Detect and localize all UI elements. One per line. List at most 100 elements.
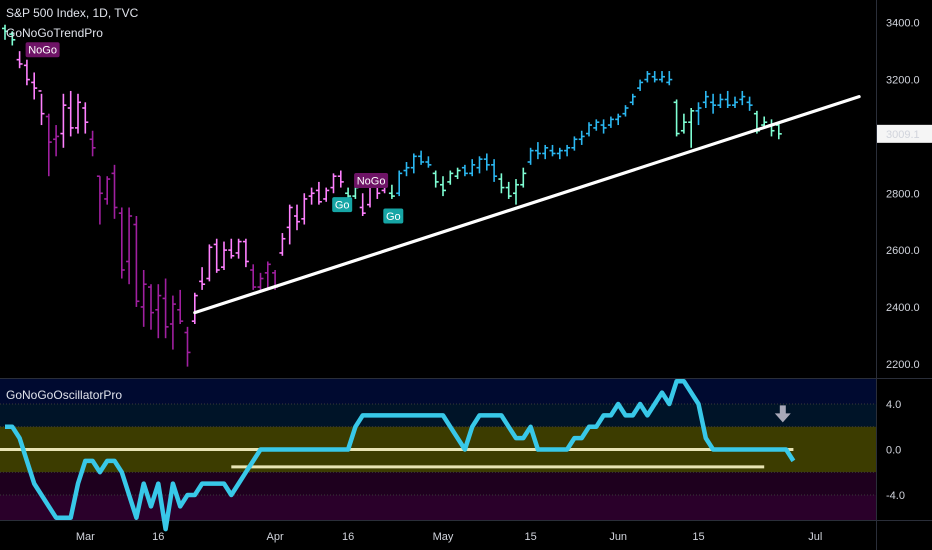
ohlc-bar [505, 181, 512, 199]
ohlc-bar [242, 238, 249, 268]
trendline[interactable] [193, 95, 861, 315]
ohlc-bar [688, 108, 695, 148]
ohlc-bar [104, 176, 111, 205]
ohlc-bar [184, 326, 191, 367]
ohlc-bar [666, 71, 673, 86]
ohlc-bar [739, 90, 746, 106]
ohlc-bar [447, 170, 454, 185]
oscillator-tick-label: 0.0 [886, 445, 901, 457]
ohlc-bar [221, 241, 227, 270]
ohlc-bar [53, 125, 60, 157]
go-badge [332, 197, 353, 213]
ohlc-bar [23, 59, 30, 86]
ohlc-bar [542, 144, 549, 160]
oscillator-tick-label: 4.0 [886, 399, 901, 411]
ohlc-bar [695, 102, 702, 126]
ohlc-bar [16, 51, 23, 69]
ohlc-bar [680, 113, 687, 134]
oscillator-line [5, 379, 796, 532]
time-tick-label: Mar [76, 531, 95, 543]
ohlc-bar [206, 244, 213, 282]
ohlc-bar [38, 90, 45, 126]
nogo-badge-label: NoGo [28, 45, 57, 57]
ohlc-bar [279, 233, 286, 256]
ohlc-bar [702, 90, 709, 108]
ohlc-bar [294, 204, 300, 231]
ohlc-bar [191, 292, 198, 324]
ohlc-bar [432, 170, 439, 188]
price-tick-label: 2600.0 [886, 245, 920, 257]
ohlc-bar [31, 72, 38, 100]
time-tick-label: Jul [808, 531, 822, 543]
ohlc-bar [513, 179, 519, 205]
ohlc-bar [162, 278, 169, 339]
chart-title: S&P 500 Index, 1D, TVC [6, 6, 139, 20]
ohlc-bar [498, 173, 505, 194]
ohlc-bar [213, 238, 220, 273]
ohlc-bar [82, 102, 89, 134]
ohlc-bar [578, 130, 585, 145]
ohlc-bar [724, 90, 731, 108]
trend-indicator-label: GoNoGoTrendPro [6, 26, 103, 40]
ohlc-bar [118, 207, 125, 279]
ohlc-bar [169, 295, 176, 350]
ohlc-bar [140, 270, 147, 327]
ohlc-bar [330, 173, 337, 194]
oscillator-zone-lower-inner [0, 472, 876, 495]
ohlc-bar [593, 119, 600, 131]
ohlc-bar [637, 79, 644, 91]
ohlc-bar [549, 144, 556, 157]
ohlc-bar [607, 116, 614, 128]
ohlc-bar [644, 71, 651, 83]
price-tick-label: 3400.0 [886, 18, 920, 30]
ohlc-bar [111, 164, 118, 219]
ohlc-bar [732, 96, 738, 108]
ohlc-bar [148, 284, 154, 330]
ohlc-bar [454, 167, 461, 180]
ohlc-bar [257, 272, 264, 290]
nogo-badge [25, 42, 60, 58]
ohlc-bar [659, 71, 665, 83]
ohlc-bar [264, 261, 271, 290]
ohlc-bar [388, 184, 395, 199]
ohlc-bar [301, 193, 308, 225]
ohlc-bar [60, 93, 67, 148]
time-tick-label: 16 [152, 531, 164, 543]
ohlc-bar [250, 264, 257, 290]
ohlc-bar [571, 136, 578, 151]
nogo-badge-label: NoGo [357, 175, 386, 187]
time-tick-label: Jun [609, 531, 627, 543]
ohlc-bar [199, 267, 206, 290]
ohlc-bar [491, 159, 498, 182]
ohlc-bar [673, 99, 680, 137]
go-badge-label: Go [386, 211, 401, 223]
ohlc-bar [89, 130, 96, 157]
ohlc-bar [45, 113, 52, 177]
ohlc-bar [96, 175, 103, 225]
ohlc-bar [359, 193, 366, 216]
ohlc-bar [9, 31, 16, 46]
ohlc-bar [527, 147, 534, 165]
oscillator-label: GoNoGoOscillatorPro [6, 388, 123, 402]
ohlc-bar [403, 162, 410, 177]
ohlc-bar [425, 156, 432, 168]
ohlc-bar [126, 207, 133, 285]
ohlc-bar [534, 142, 541, 160]
time-tick-label: 15 [692, 531, 704, 543]
ohlc-bar [323, 187, 330, 202]
ohlc-bar [615, 113, 622, 126]
time-tick-label: May [433, 531, 454, 543]
ohlc-bar [155, 284, 162, 339]
ohlc-bar [75, 93, 81, 134]
ohlc-bar [133, 216, 140, 307]
ohlc-bar [469, 159, 476, 177]
price-tick-label: 2800.0 [886, 188, 920, 200]
ohlc-bar [67, 90, 74, 137]
ohlc-bar [564, 144, 571, 157]
ohlc-bar [600, 119, 607, 134]
ohlc-bar [410, 153, 417, 174]
ohlc-bar [177, 289, 184, 324]
ohlc-bar [520, 167, 527, 188]
last-price-label: 3009.1 [886, 129, 920, 141]
